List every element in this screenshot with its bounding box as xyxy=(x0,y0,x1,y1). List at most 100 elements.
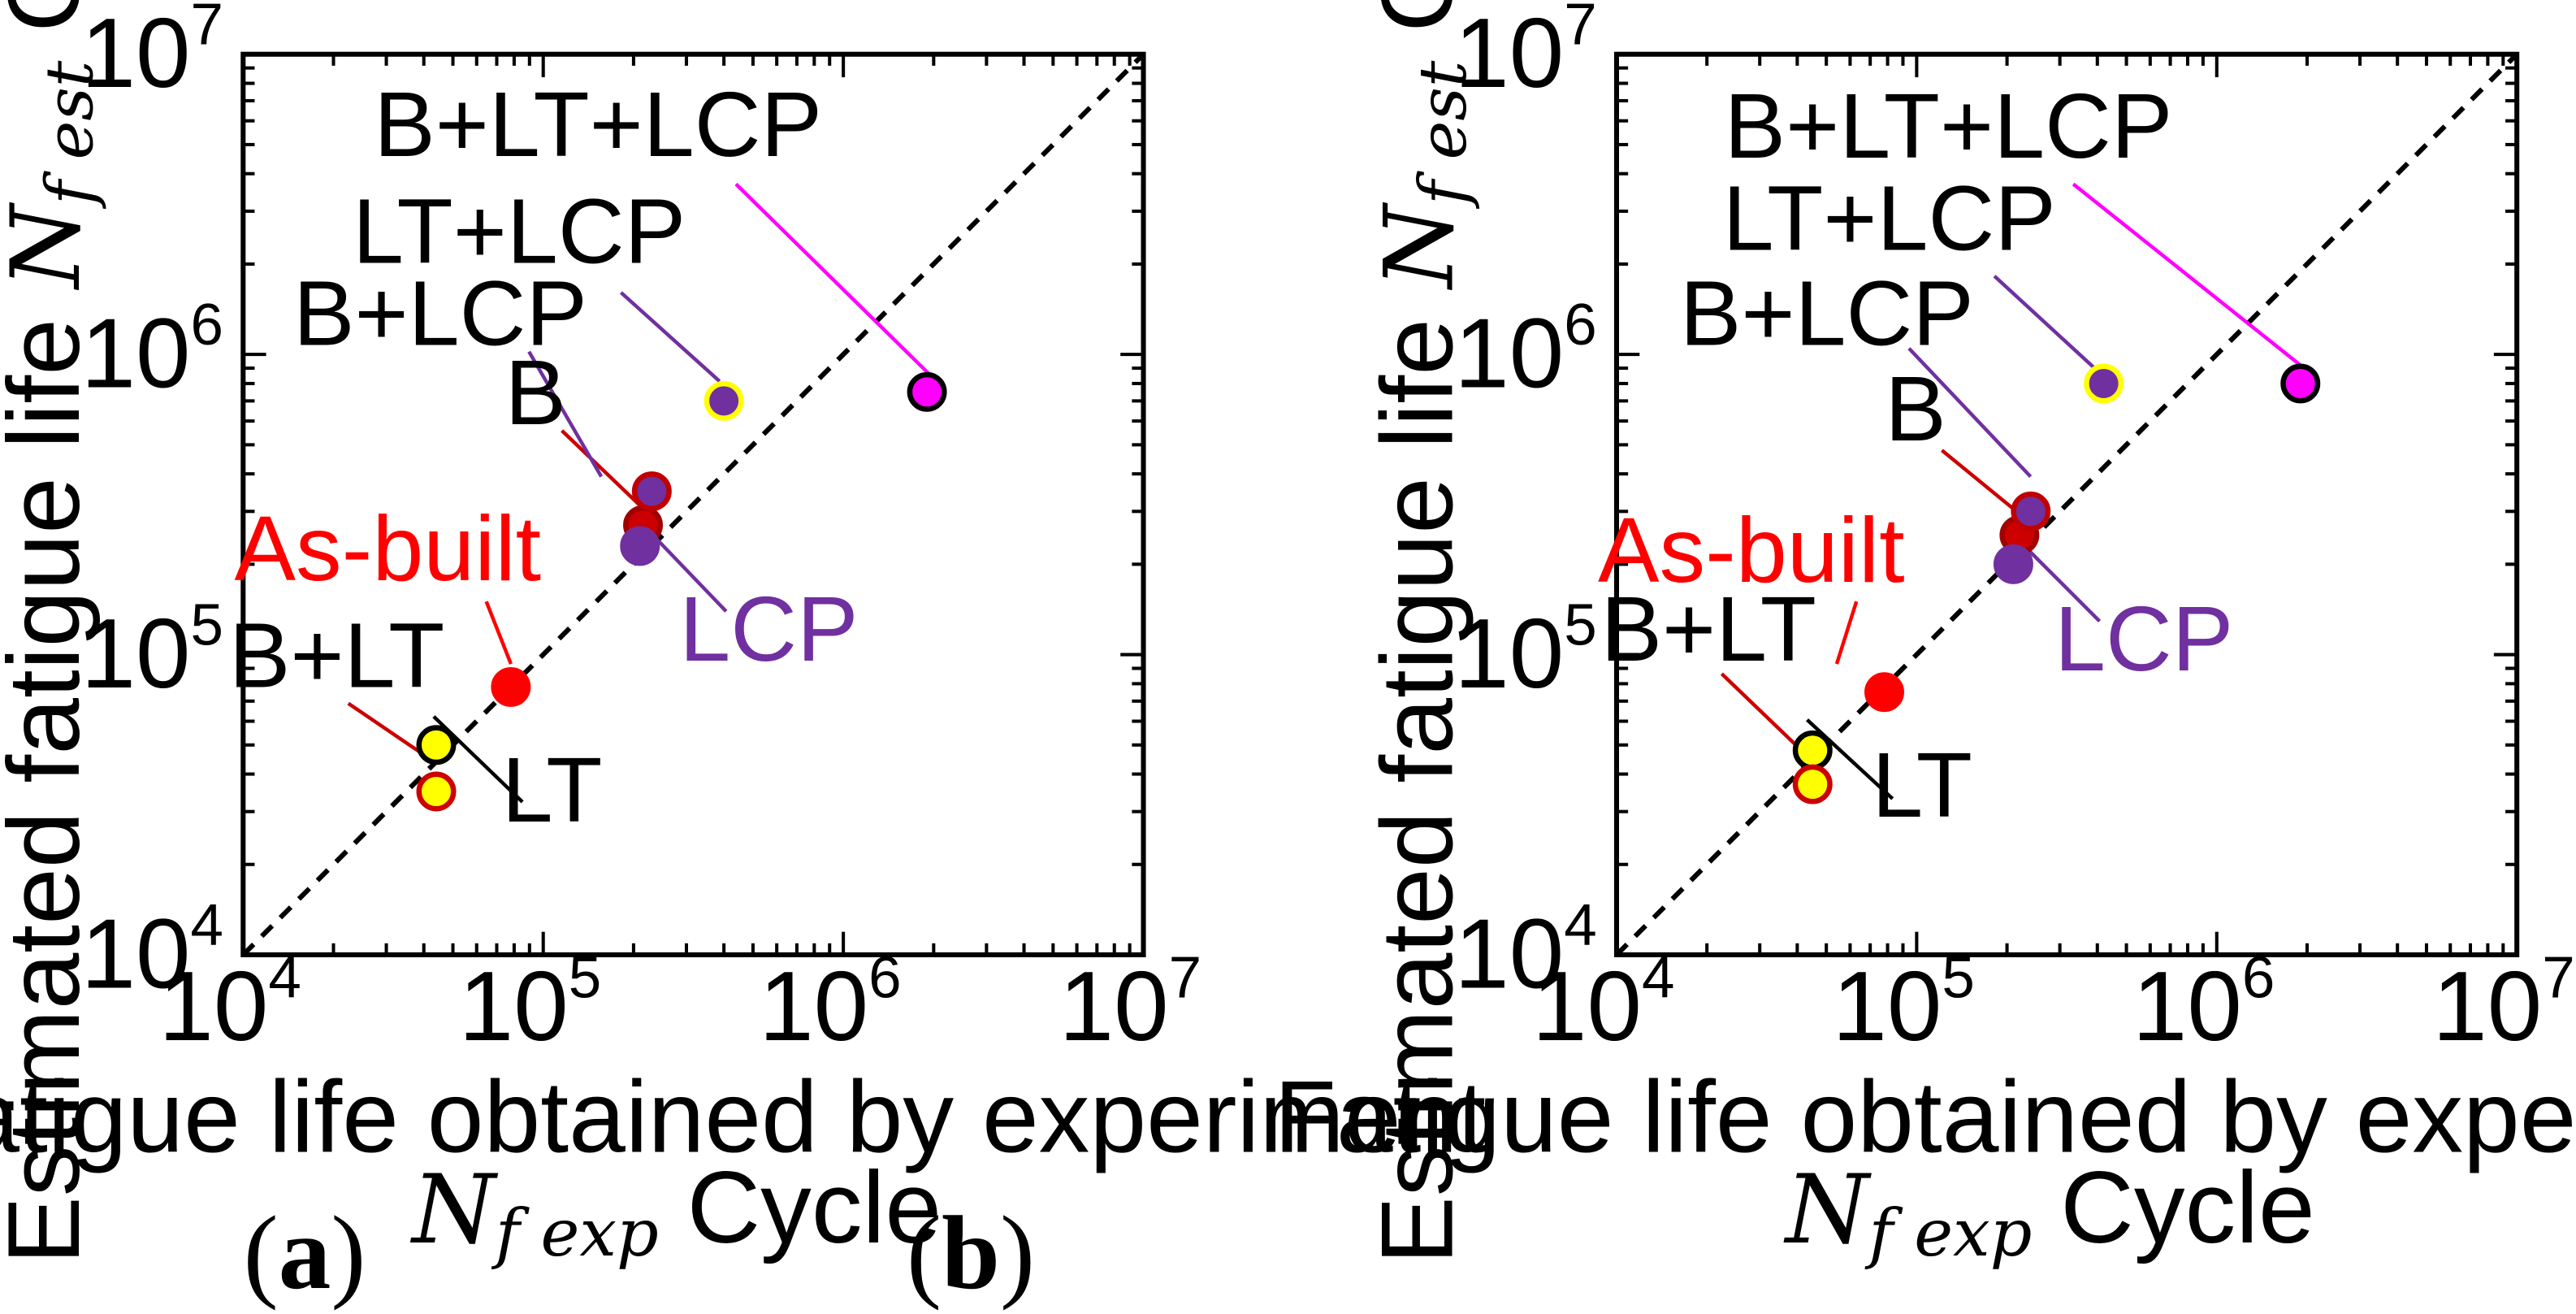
point-label: B+LT+LCP xyxy=(1725,74,2173,177)
x-tick-label: 107 xyxy=(1059,945,1201,1062)
y-axis-subscript: f est xyxy=(32,60,108,209)
caption-open-paren: ( xyxy=(244,1195,279,1311)
plot-frame xyxy=(1613,51,2520,958)
x-axis-symbol: N xyxy=(409,1154,498,1265)
y-tick-base: 10 xyxy=(81,898,191,1008)
y-tick-exponent: 4 xyxy=(1564,892,1597,958)
x-axis-subscript: f exp xyxy=(491,1195,659,1272)
y-axis-title: Estimated fatigue life xyxy=(1360,319,1474,1264)
x-tick-base: 10 xyxy=(459,951,569,1061)
data-point xyxy=(1792,764,1833,804)
data-point xyxy=(704,380,744,421)
y-tick-exponent: 7 xyxy=(191,0,224,58)
y-tick-exponent: 6 xyxy=(191,292,224,358)
y-tick-label: 106 xyxy=(81,292,223,409)
x-tick-base: 10 xyxy=(759,951,868,1061)
x-axis-symbol-line: Nf exp Cycle xyxy=(1783,1150,2315,1272)
point-label: LT+LCP xyxy=(353,180,686,283)
x-tick-exponent: 4 xyxy=(268,945,301,1011)
x-axis-symbol: N xyxy=(1783,1154,1872,1265)
leader-line xyxy=(1940,449,2015,511)
x-axis-title: Fatigue life obtained by experiment xyxy=(1274,1060,2576,1174)
x-tick-exponent: 7 xyxy=(1169,945,1202,1011)
y-tick-label: 104 xyxy=(1454,892,1596,1009)
caption: (b) xyxy=(907,1195,1035,1311)
leader-line xyxy=(561,429,643,508)
y-axis-title: Estimated fatigue life xyxy=(0,319,101,1264)
point-label: LT+LCP xyxy=(1723,166,2056,269)
point-label: B+LCP xyxy=(293,262,587,365)
data-point xyxy=(2280,363,2321,404)
data-point xyxy=(491,666,531,707)
y-tick-base: 10 xyxy=(1454,298,1564,409)
point-label: B+LT xyxy=(1600,577,1816,680)
point-label: As-built xyxy=(234,497,541,600)
data-point xyxy=(1864,672,1904,713)
data-point xyxy=(907,371,947,412)
point-label: B+LT xyxy=(229,603,444,706)
y-tick-label: 105 xyxy=(1454,592,1596,709)
x-tick-label: 106 xyxy=(759,945,901,1062)
x-axis-unit: Cycle xyxy=(2032,1150,2314,1264)
x-axis-title: Fatigue life obtained by experiment xyxy=(0,1060,1486,1174)
leader-line xyxy=(347,701,432,761)
caption-close-paren: ) xyxy=(1000,1195,1035,1311)
y-axis-title-line: Estimated fatigue life Nf est Cycle xyxy=(1360,0,1482,1264)
x-tick-exponent: 5 xyxy=(1942,945,1975,1011)
plot-frame xyxy=(240,51,1146,958)
leader-line xyxy=(527,350,604,478)
point-label: LCP xyxy=(679,577,858,680)
x-tick-exponent: 4 xyxy=(1642,945,1674,1011)
x-tick-label: 105 xyxy=(1832,945,1974,1062)
x-tick-label: 104 xyxy=(1532,945,1674,1062)
data-point xyxy=(416,725,457,765)
leader-line xyxy=(1993,275,2098,371)
data-point xyxy=(631,471,672,512)
reference-line xyxy=(1614,52,2519,957)
x-tick-exponent: 7 xyxy=(2542,945,2575,1011)
y-tick-base: 10 xyxy=(1454,898,1564,1008)
y-tick-label: 105 xyxy=(81,592,223,709)
y-axis-symbol: N xyxy=(1364,202,1475,319)
y-axis-subscript: f est xyxy=(1405,60,1482,209)
y-tick-exponent: 5 xyxy=(1564,592,1597,657)
caption-letter: b xyxy=(942,1195,1000,1311)
data-point xyxy=(416,771,457,812)
x-tick-base: 10 xyxy=(2432,951,2542,1061)
x-tick-label: 104 xyxy=(158,945,301,1062)
leader-line xyxy=(734,182,932,376)
y-tick-base: 10 xyxy=(81,598,191,709)
y-tick-base: 10 xyxy=(81,298,191,409)
x-tick-exponent: 5 xyxy=(569,945,602,1011)
y-tick-label: 104 xyxy=(81,892,223,1009)
leader-line xyxy=(619,291,721,383)
y-tick-label: 107 xyxy=(81,0,223,108)
x-tick-base: 10 xyxy=(158,951,268,1061)
data-point xyxy=(620,526,660,566)
x-tick-exponent: 6 xyxy=(2242,945,2275,1011)
y-axis-unit: Cycle xyxy=(1360,0,1474,61)
leader-line xyxy=(2072,182,2301,366)
y-axis-title-line: Estimated fatigue life Nf est Cycle xyxy=(0,0,108,1264)
y-tick-label: 107 xyxy=(1454,0,1596,108)
leader-line xyxy=(1907,347,2033,479)
leader-line xyxy=(1720,672,1806,754)
y-tick-base: 10 xyxy=(1454,598,1564,709)
data-point xyxy=(1993,544,2033,584)
caption: (a) xyxy=(244,1195,366,1311)
y-tick-base: 10 xyxy=(81,0,191,108)
y-tick-exponent: 6 xyxy=(1564,292,1597,358)
x-axis-unit: Cycle xyxy=(659,1150,942,1264)
x-tick-label: 107 xyxy=(2432,945,2574,1062)
x-tick-base: 10 xyxy=(2132,951,2242,1061)
caption-open-paren: ( xyxy=(907,1195,942,1311)
reference-line xyxy=(241,52,1145,957)
x-tick-base: 10 xyxy=(1532,951,1642,1061)
point-label: LT xyxy=(502,738,603,841)
leader-line xyxy=(1834,601,1859,665)
point-label: LT xyxy=(1872,733,1972,836)
x-tick-base: 10 xyxy=(1832,951,1942,1061)
